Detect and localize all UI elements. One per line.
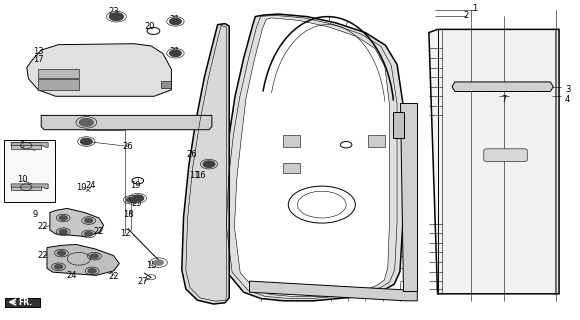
Circle shape bbox=[154, 260, 164, 265]
Circle shape bbox=[81, 138, 92, 145]
FancyBboxPatch shape bbox=[484, 149, 527, 162]
Text: 2: 2 bbox=[464, 11, 469, 20]
Polygon shape bbox=[38, 69, 79, 78]
Polygon shape bbox=[452, 82, 553, 92]
Text: 19: 19 bbox=[130, 181, 140, 190]
Circle shape bbox=[169, 50, 181, 56]
Text: 27: 27 bbox=[137, 276, 148, 285]
Text: 9: 9 bbox=[33, 210, 38, 219]
Circle shape bbox=[132, 195, 144, 201]
Polygon shape bbox=[429, 29, 559, 294]
Text: 18: 18 bbox=[123, 210, 133, 219]
Text: 12: 12 bbox=[120, 229, 130, 238]
Text: 1: 1 bbox=[473, 4, 478, 13]
Polygon shape bbox=[11, 184, 41, 190]
FancyBboxPatch shape bbox=[283, 134, 300, 147]
Circle shape bbox=[203, 161, 215, 167]
Circle shape bbox=[57, 251, 66, 255]
FancyBboxPatch shape bbox=[283, 163, 300, 173]
Circle shape bbox=[59, 216, 67, 220]
FancyBboxPatch shape bbox=[368, 134, 386, 147]
Polygon shape bbox=[400, 103, 417, 291]
FancyBboxPatch shape bbox=[5, 298, 40, 307]
Polygon shape bbox=[50, 208, 104, 236]
Circle shape bbox=[126, 197, 136, 202]
Circle shape bbox=[85, 218, 93, 223]
Circle shape bbox=[55, 265, 63, 269]
Text: 13: 13 bbox=[33, 47, 44, 56]
Circle shape bbox=[85, 232, 93, 236]
Text: 8: 8 bbox=[331, 117, 336, 126]
Circle shape bbox=[88, 269, 96, 273]
Polygon shape bbox=[11, 184, 48, 189]
Text: 22: 22 bbox=[108, 272, 119, 281]
Text: 26: 26 bbox=[186, 150, 197, 159]
Text: 3: 3 bbox=[565, 85, 570, 94]
Polygon shape bbox=[11, 142, 48, 147]
Polygon shape bbox=[220, 14, 403, 301]
Circle shape bbox=[110, 13, 124, 20]
Text: 17: 17 bbox=[33, 55, 44, 64]
Circle shape bbox=[79, 119, 93, 126]
Polygon shape bbox=[182, 24, 229, 304]
Text: 16: 16 bbox=[195, 172, 206, 180]
Text: 21: 21 bbox=[169, 47, 180, 56]
Text: 22: 22 bbox=[37, 222, 48, 231]
Polygon shape bbox=[47, 244, 119, 275]
Text: 4: 4 bbox=[565, 95, 570, 104]
Text: 9: 9 bbox=[20, 141, 25, 150]
Polygon shape bbox=[38, 79, 79, 90]
Text: 11: 11 bbox=[189, 172, 200, 180]
Text: 21: 21 bbox=[169, 15, 180, 24]
Polygon shape bbox=[249, 281, 417, 301]
Text: 10: 10 bbox=[17, 175, 27, 184]
Polygon shape bbox=[234, 18, 390, 296]
Text: 15: 15 bbox=[146, 261, 157, 270]
Text: 20: 20 bbox=[145, 22, 155, 31]
Text: 24: 24 bbox=[85, 181, 96, 190]
FancyBboxPatch shape bbox=[3, 140, 55, 202]
Text: 22: 22 bbox=[94, 227, 104, 236]
Text: 23: 23 bbox=[108, 7, 119, 16]
FancyBboxPatch shape bbox=[393, 112, 404, 138]
Text: 6: 6 bbox=[331, 108, 336, 117]
Text: FR.: FR. bbox=[18, 298, 32, 307]
Text: 26: 26 bbox=[123, 142, 133, 151]
Text: 14: 14 bbox=[337, 146, 347, 155]
Text: 24: 24 bbox=[66, 271, 77, 280]
FancyBboxPatch shape bbox=[161, 81, 171, 88]
Text: 25: 25 bbox=[132, 198, 142, 207]
Circle shape bbox=[59, 229, 67, 234]
Polygon shape bbox=[27, 44, 171, 96]
Circle shape bbox=[169, 18, 181, 25]
Text: 7: 7 bbox=[501, 95, 507, 104]
Text: 5: 5 bbox=[502, 85, 507, 94]
Circle shape bbox=[90, 254, 99, 259]
Polygon shape bbox=[41, 116, 212, 130]
Text: 22: 22 bbox=[37, 251, 48, 260]
Polygon shape bbox=[11, 142, 41, 149]
Text: 10: 10 bbox=[77, 183, 87, 192]
